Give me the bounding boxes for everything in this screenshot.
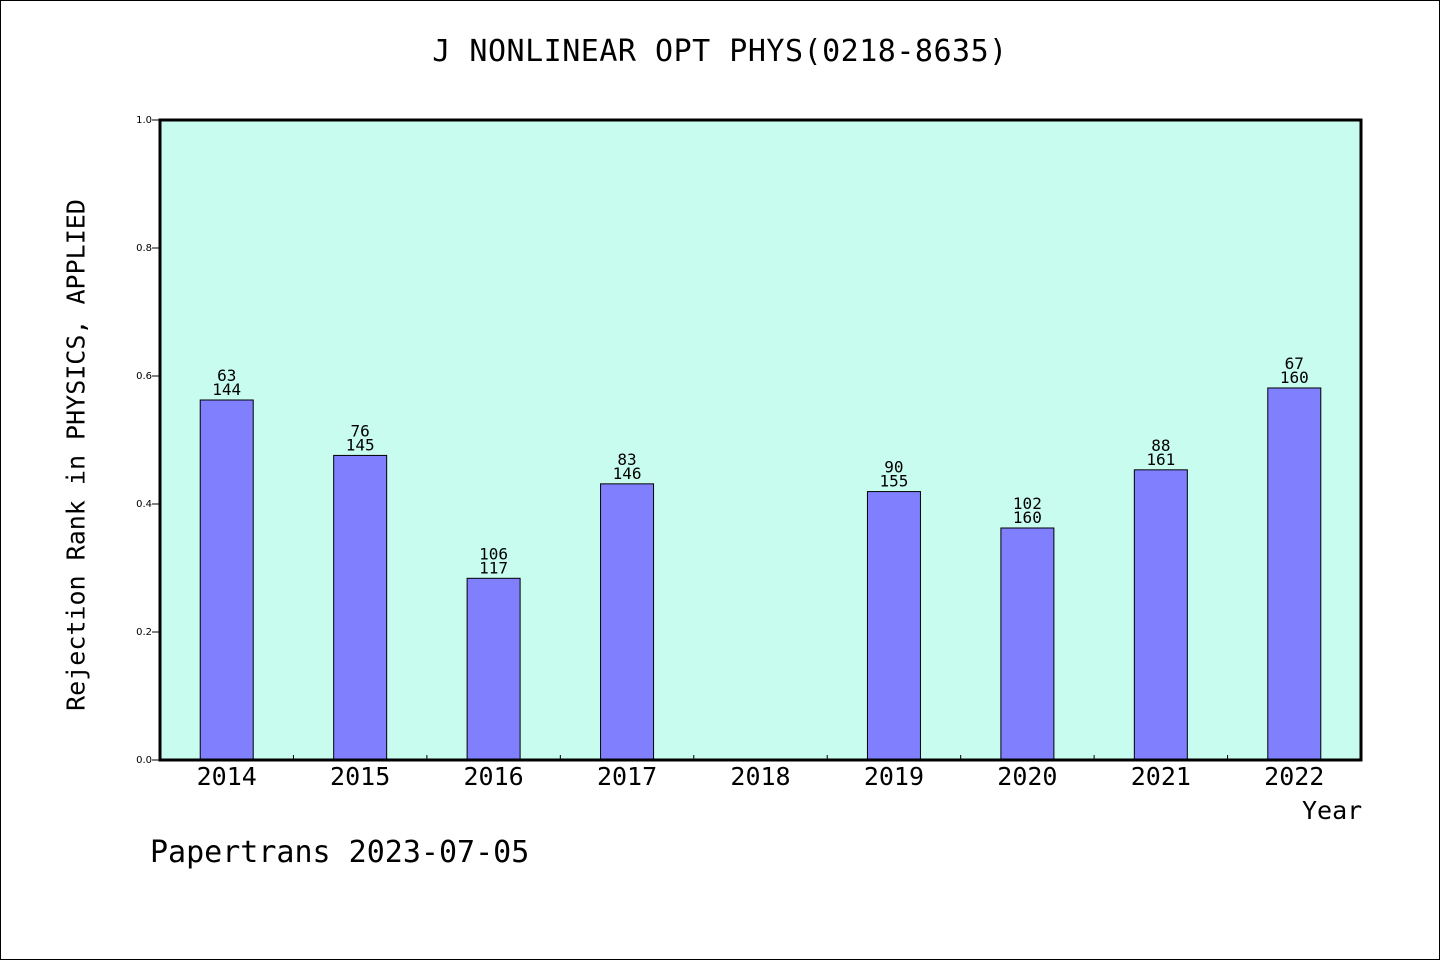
y-tick-label: 0.6 xyxy=(136,371,152,382)
chart-title: J NONLINEAR OPT PHYS(0218-8635) xyxy=(432,34,1008,69)
bar-label-top: 76 xyxy=(351,421,370,440)
bar-label-bottom: 145 xyxy=(346,435,375,454)
bar xyxy=(466,577,521,761)
x-tick-label: 2022 xyxy=(1264,762,1324,791)
x-tick-label: 2019 xyxy=(864,762,924,791)
y-tick-label: 0.8 xyxy=(136,243,152,254)
x-tick-label: 2016 xyxy=(464,762,524,791)
bar-label-bottom: 160 xyxy=(1013,508,1042,527)
bar-label-bottom: 117 xyxy=(479,558,508,577)
bar xyxy=(1133,469,1188,761)
y-tick-label: 0.0 xyxy=(136,755,152,766)
bar-label-top: 102 xyxy=(1013,494,1042,513)
bar-label-top: 90 xyxy=(884,458,903,477)
plot-border xyxy=(158,118,1363,762)
bar xyxy=(1267,387,1322,761)
bar-label-bottom: 146 xyxy=(613,464,642,483)
x-tick-label: 2015 xyxy=(330,762,390,791)
x-tick-label: 2020 xyxy=(997,762,1057,791)
x-tick-label: 2017 xyxy=(597,762,657,791)
x-tick-label: 2018 xyxy=(730,762,790,791)
credit-footer: Papertrans 2023-07-05 xyxy=(150,835,530,870)
x-tick-label: 2021 xyxy=(1131,762,1191,791)
bar-label-bottom: 144 xyxy=(212,380,241,399)
bar-label-bottom: 155 xyxy=(879,472,908,491)
y-tick-label: 0.4 xyxy=(136,499,152,510)
bar xyxy=(866,491,921,761)
y-tick-label: 1.0 xyxy=(136,115,152,126)
bar-label-top: 67 xyxy=(1285,354,1304,373)
bar-label-top: 63 xyxy=(217,366,236,385)
x-tick-label: 2014 xyxy=(197,762,257,791)
bar-label-top: 83 xyxy=(617,450,636,469)
x-axis-label: Year xyxy=(1302,796,1363,825)
bar xyxy=(600,483,655,761)
bar xyxy=(333,454,388,761)
bar-label-top: 106 xyxy=(479,544,508,563)
bar xyxy=(199,399,254,761)
bar xyxy=(1000,527,1055,761)
bar-label-bottom: 160 xyxy=(1280,368,1309,387)
bar-label-bottom: 161 xyxy=(1146,450,1175,469)
bar-label-top: 88 xyxy=(1151,436,1170,455)
y-tick-label: 0.2 xyxy=(136,627,152,638)
